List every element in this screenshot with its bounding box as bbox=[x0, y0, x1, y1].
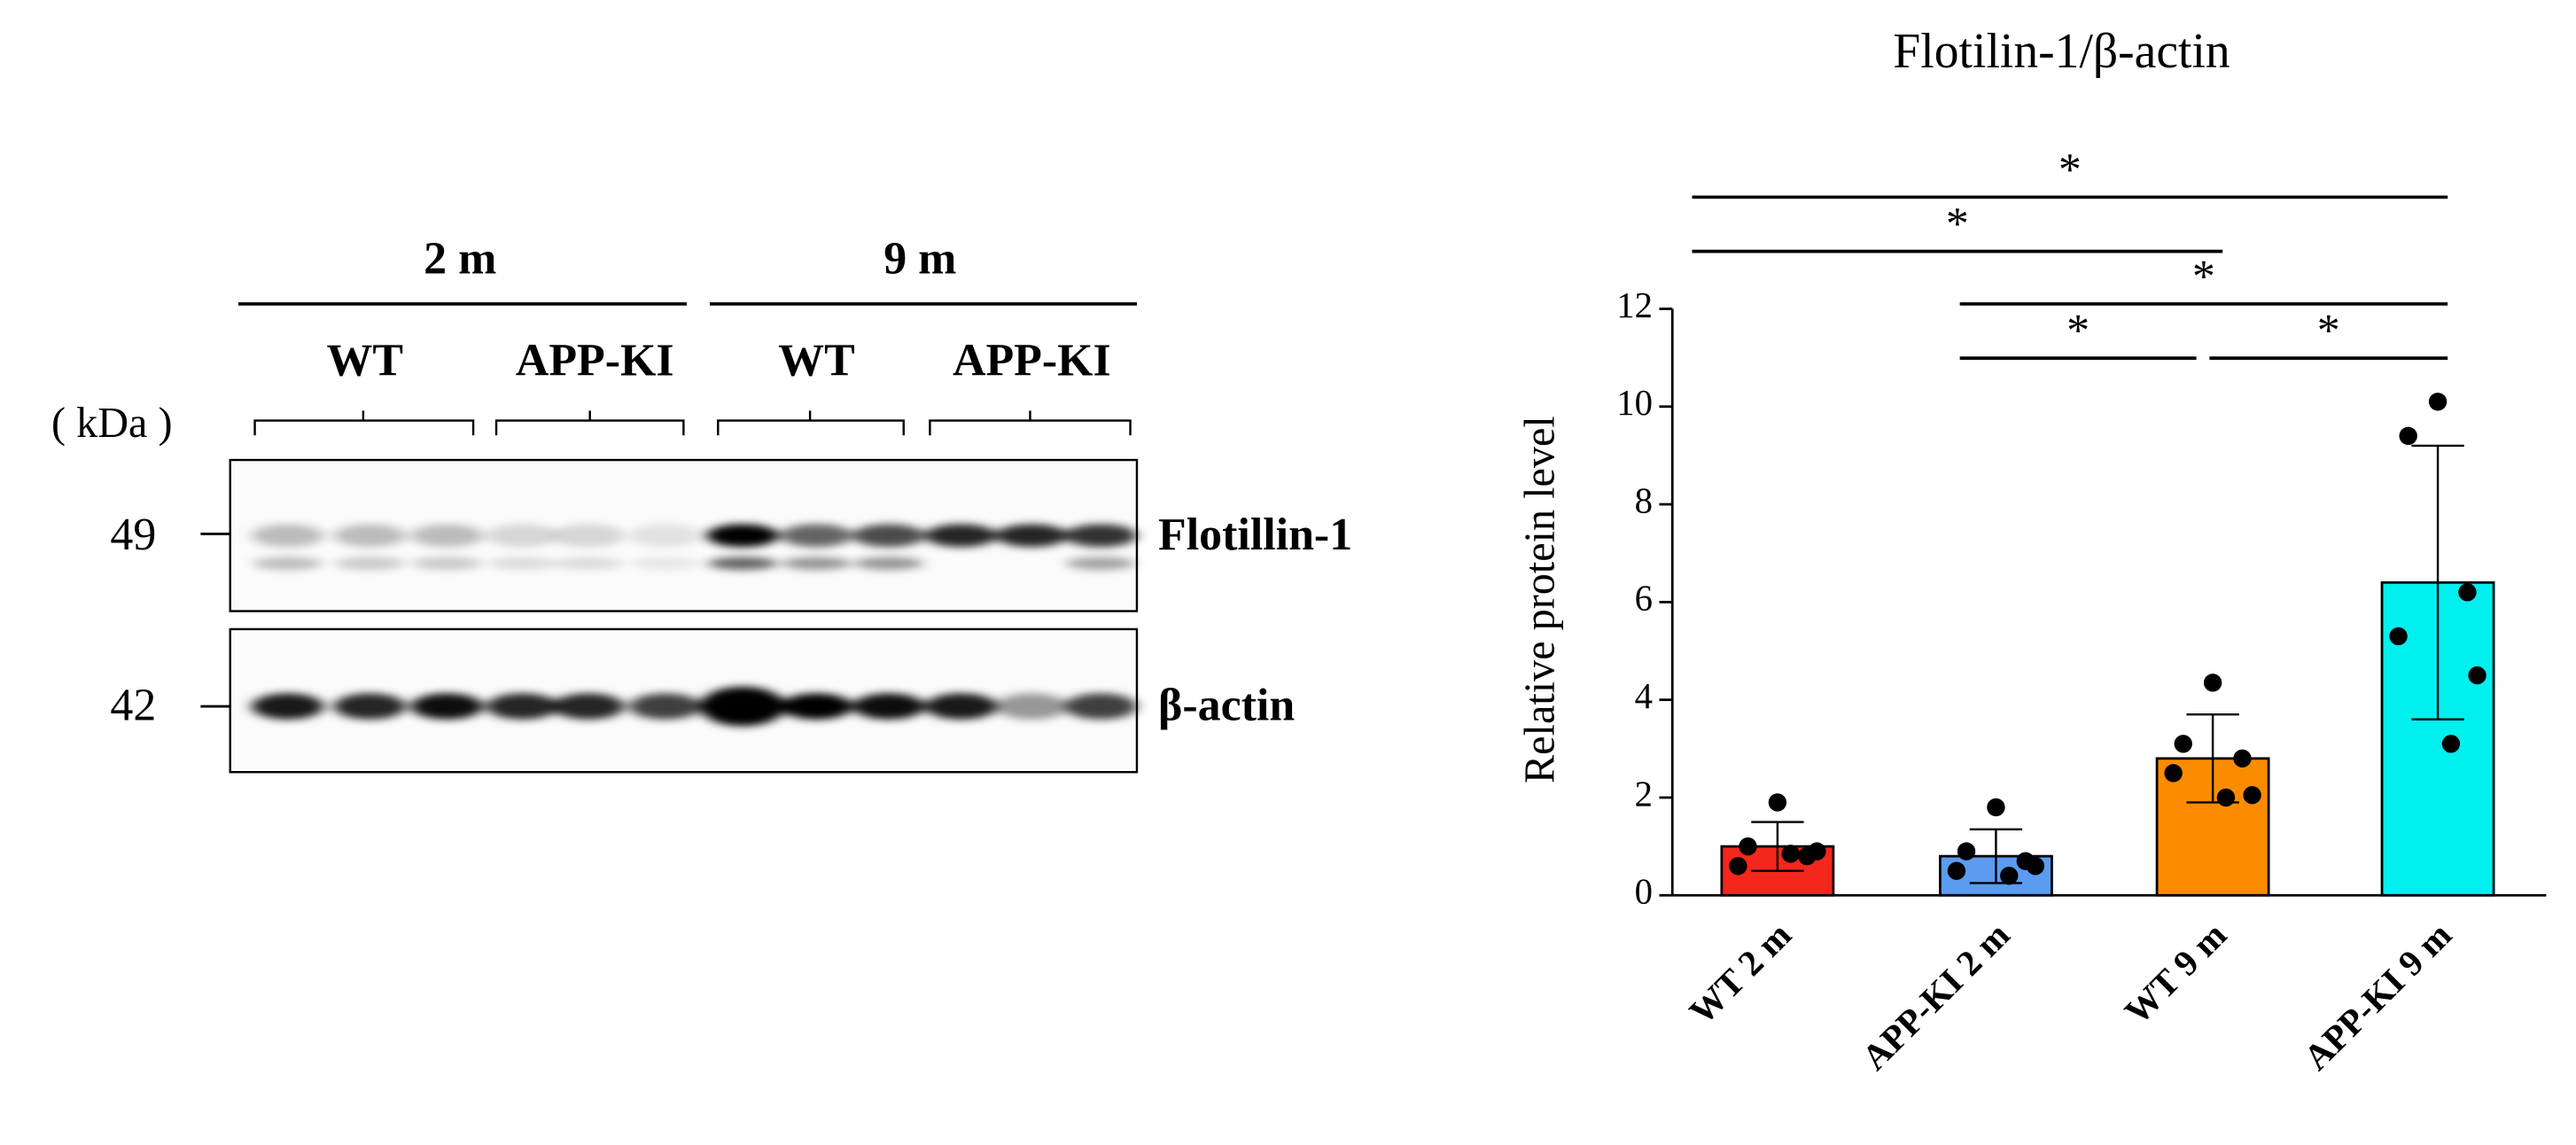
band bbox=[852, 693, 925, 720]
x-tick-label: APP-KI 9 m bbox=[2296, 915, 2459, 1078]
data-point bbox=[2216, 788, 2236, 807]
data-point bbox=[2389, 627, 2408, 646]
genotype-label: WT bbox=[778, 335, 855, 386]
data-point bbox=[1739, 837, 1757, 856]
y-tick-label: 4 bbox=[1635, 676, 1653, 716]
data-point bbox=[2233, 749, 2252, 768]
y-tick-label: 12 bbox=[1616, 285, 1653, 325]
band bbox=[412, 557, 482, 571]
data-point bbox=[2428, 393, 2448, 411]
band bbox=[486, 693, 559, 720]
band bbox=[333, 693, 407, 720]
significance-label: * bbox=[2192, 252, 2215, 302]
band bbox=[780, 524, 853, 548]
data-point bbox=[2203, 674, 2222, 692]
y-tick-label: 2 bbox=[1635, 774, 1653, 814]
group-label: 2 m bbox=[424, 233, 496, 284]
significance-label: * bbox=[2317, 306, 2340, 356]
band bbox=[629, 693, 702, 720]
band bbox=[251, 524, 324, 548]
x-tick-label: APP-KI 2 m bbox=[1855, 915, 2018, 1078]
chart-title: Flotilin-1/β-actin bbox=[1893, 24, 2230, 79]
data-point bbox=[2243, 785, 2261, 805]
y-axis-label: Relative protein level bbox=[1517, 416, 1564, 783]
western-blot: 2 m 9 m WT APP-KI WT APP-KI ( kDa ) 49 4… bbox=[51, 233, 1352, 774]
data-point bbox=[1987, 798, 2005, 817]
band bbox=[995, 693, 1069, 720]
data-point bbox=[1768, 793, 1787, 812]
y-tick-label: 8 bbox=[1635, 480, 1653, 520]
data-point bbox=[1947, 861, 1966, 880]
y-tick-label: 6 bbox=[1635, 579, 1653, 619]
band bbox=[251, 693, 324, 720]
data-point bbox=[2164, 764, 2183, 783]
band bbox=[410, 524, 484, 548]
data-point bbox=[1781, 845, 1800, 863]
band bbox=[852, 524, 925, 548]
band bbox=[782, 557, 852, 571]
band bbox=[253, 557, 323, 571]
band bbox=[552, 693, 625, 720]
band bbox=[553, 557, 623, 571]
band bbox=[699, 686, 786, 727]
marker-label: 42 bbox=[110, 681, 156, 731]
data-point bbox=[2468, 666, 2487, 685]
x-tick-label: WT 9 m bbox=[2117, 915, 2234, 1032]
significance-label: * bbox=[2066, 306, 2090, 356]
data-point bbox=[2026, 856, 2045, 876]
band bbox=[706, 524, 779, 548]
lane-brackets bbox=[253, 410, 1132, 436]
data-point bbox=[2174, 735, 2192, 753]
y-tick-label: 10 bbox=[1616, 383, 1653, 423]
band bbox=[995, 524, 1069, 548]
band bbox=[487, 557, 557, 571]
data-point bbox=[1808, 842, 1826, 861]
data-point bbox=[2000, 866, 2019, 885]
band bbox=[924, 693, 998, 720]
genotype-label: APP-KI bbox=[953, 335, 1111, 386]
marker-label: 49 bbox=[110, 510, 156, 560]
group-label: 9 m bbox=[883, 233, 956, 284]
band bbox=[924, 524, 998, 548]
band bbox=[631, 557, 700, 571]
protein-label: β-actin bbox=[1158, 681, 1295, 731]
data-point bbox=[1729, 856, 1747, 876]
band bbox=[1066, 557, 1136, 571]
bar-chart: Flotilin-1/β-actin Relative protein leve… bbox=[1517, 24, 2547, 1078]
band bbox=[854, 557, 923, 571]
data-point bbox=[2441, 735, 2461, 753]
data-point bbox=[2399, 426, 2417, 446]
genotype-label: APP-KI bbox=[516, 335, 674, 386]
band bbox=[708, 557, 778, 571]
genotype-label: WT bbox=[326, 335, 403, 386]
band bbox=[1064, 693, 1137, 720]
significance-label: * bbox=[2058, 144, 2082, 195]
band bbox=[486, 524, 559, 548]
y-tick-label: 0 bbox=[1635, 872, 1653, 912]
unit-label: ( kDa ) bbox=[51, 400, 172, 447]
significance-label: * bbox=[1946, 199, 1969, 250]
data-point bbox=[2458, 583, 2477, 602]
band bbox=[629, 524, 702, 548]
band bbox=[780, 693, 853, 720]
band bbox=[552, 524, 625, 548]
data-point bbox=[1957, 842, 1976, 861]
band bbox=[333, 524, 407, 548]
band bbox=[335, 557, 405, 571]
band bbox=[410, 693, 484, 720]
protein-label: Flotillin-1 bbox=[1158, 510, 1352, 560]
band bbox=[1064, 524, 1137, 548]
bands bbox=[251, 524, 1137, 727]
x-tick-label: WT 2 m bbox=[1682, 915, 1799, 1032]
